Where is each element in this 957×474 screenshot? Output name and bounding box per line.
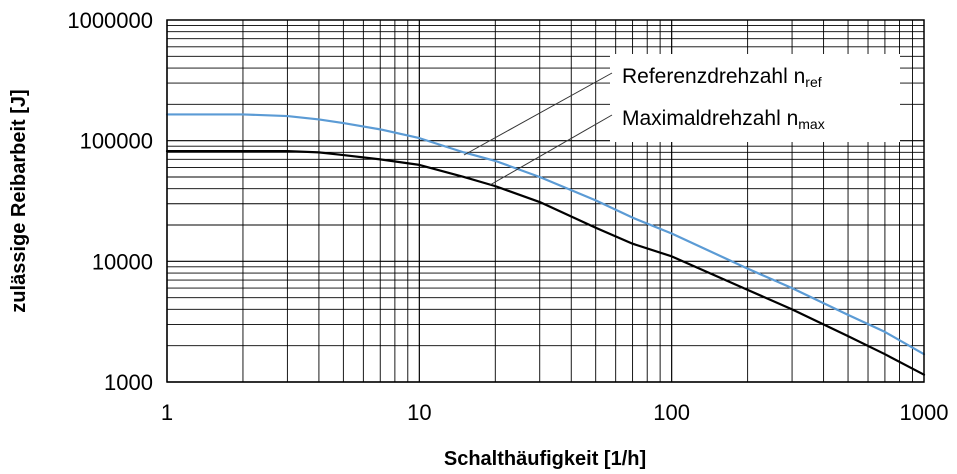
x-tick-labels: 1 10 100 1000 xyxy=(161,400,949,425)
x-axis-title: Schalthäufigkeit [1/h] xyxy=(444,448,646,470)
y-axis-title: zulässige Reibarbeit [J] xyxy=(8,89,30,312)
y-tick-labels: 1000 10000 100000 1000000 xyxy=(67,8,153,395)
legend-leader-ref xyxy=(463,72,613,156)
x-tick-label: 1 xyxy=(161,400,173,425)
series-line-maximaldrehzahl xyxy=(165,149,926,376)
plot-frame xyxy=(166,19,925,383)
legend-label-ref-sub: ref xyxy=(805,74,821,90)
y-tick-label: 1000 xyxy=(104,370,153,395)
legend-background xyxy=(610,54,900,142)
legend: Referenzdrehzahl nref Maximaldrehzahl nm… xyxy=(463,54,900,186)
y-tick-label: 1000000 xyxy=(67,8,153,33)
y-tick-label: 100000 xyxy=(80,129,153,154)
minor-gridlines xyxy=(167,20,924,382)
legend-leader-max xyxy=(489,114,613,186)
legend-label-max: Maximaldrehzahl nmax xyxy=(622,107,825,132)
legend-label-max-sub: max xyxy=(798,116,824,132)
x-tick-label: 10 xyxy=(407,400,431,425)
legend-label-ref: Referenzdrehzahl nref xyxy=(622,65,822,90)
x-tick-label: 100 xyxy=(653,400,690,425)
legend-label-max-main: Maximaldrehzahl n xyxy=(622,107,798,130)
y-tick-label: 10000 xyxy=(92,249,153,274)
legend-label-ref-main: Referenzdrehzahl n xyxy=(622,65,805,88)
x-tick-label: 1000 xyxy=(900,400,949,425)
